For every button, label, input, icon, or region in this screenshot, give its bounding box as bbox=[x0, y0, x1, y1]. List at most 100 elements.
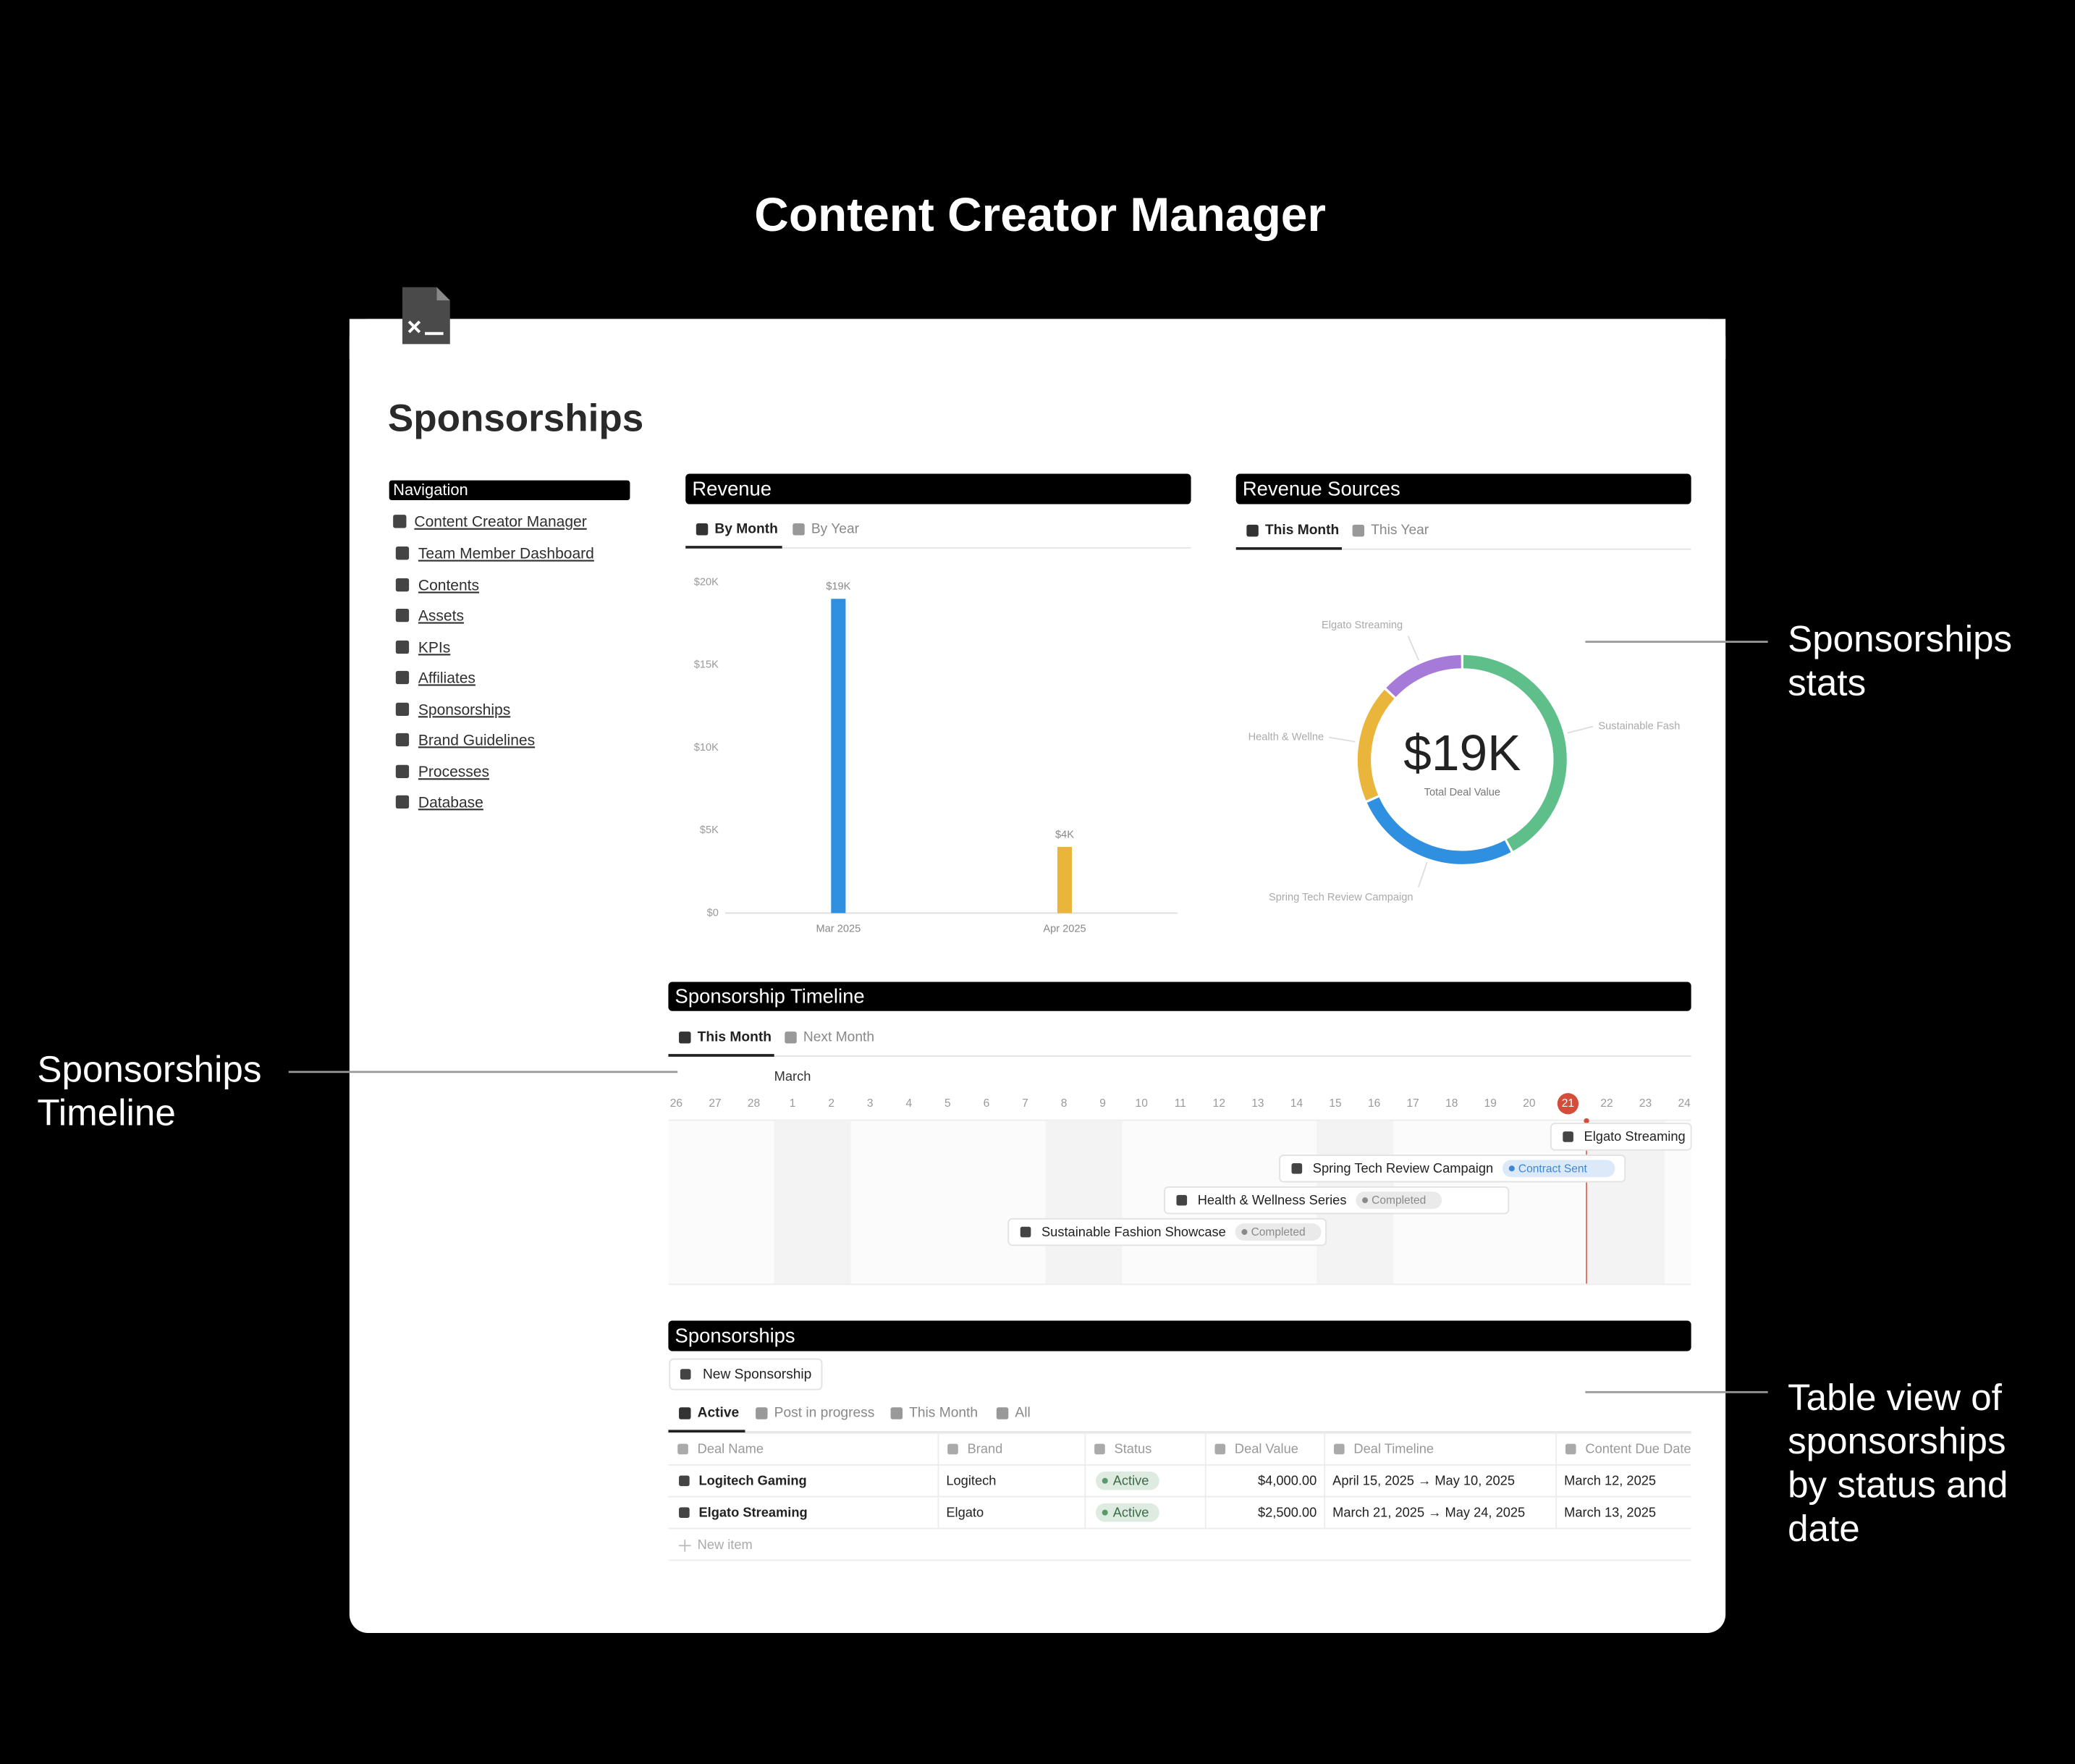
day-label: 11 bbox=[1175, 1097, 1186, 1110]
nav-item[interactable]: Team Member Dashboard bbox=[418, 546, 594, 562]
cell: $2,500.00 bbox=[1258, 1504, 1317, 1519]
column-header: Deal Timeline bbox=[1353, 1441, 1434, 1456]
icon bbox=[395, 608, 410, 623]
cell: March 12, 2025 bbox=[1564, 1473, 1656, 1488]
nav-item[interactable]: Processes bbox=[418, 764, 489, 780]
nav-item[interactable]: Assets bbox=[418, 607, 464, 624]
nav-item[interactable]: Sponsorships bbox=[418, 701, 510, 718]
center-label: Total Deal Value bbox=[1424, 787, 1500, 798]
icon bbox=[1214, 1443, 1226, 1455]
icon bbox=[996, 1407, 1009, 1419]
status-pill bbox=[1502, 1160, 1615, 1178]
cell[interactable]: Elgato Streaming bbox=[698, 1504, 807, 1519]
nav-item[interactable]: KPIs bbox=[418, 639, 450, 656]
cell[interactable]: Logitech Gaming bbox=[698, 1473, 806, 1488]
icon bbox=[1565, 1443, 1576, 1455]
nav-item[interactable]: Contents bbox=[418, 577, 479, 594]
status-dot bbox=[1362, 1197, 1369, 1204]
day-label: 19 bbox=[1484, 1097, 1497, 1110]
timeline-item[interactable] bbox=[1550, 1123, 1692, 1151]
day-label: 21 bbox=[1562, 1097, 1574, 1110]
tab[interactable]: Post in progress bbox=[774, 1406, 875, 1421]
x-tick-label: Apr 2025 bbox=[1043, 923, 1086, 934]
button-label[interactable]: New Sponsorship bbox=[703, 1367, 811, 1383]
timeline-item[interactable] bbox=[1164, 1186, 1510, 1215]
y-tick-label: $5K bbox=[700, 824, 719, 836]
nav-header bbox=[389, 480, 630, 501]
tab[interactable]: This Year bbox=[1371, 523, 1429, 538]
section-header bbox=[668, 982, 1691, 1011]
item-name[interactable]: Sustainable Fashion Showcase bbox=[1041, 1224, 1226, 1239]
icon bbox=[395, 670, 410, 685]
section-title: Sponsorships bbox=[675, 1325, 795, 1347]
value-label: $19K bbox=[826, 581, 850, 593]
tab[interactable]: By Month bbox=[714, 521, 777, 536]
timeline-item[interactable] bbox=[1007, 1218, 1327, 1246]
icon bbox=[395, 546, 410, 560]
tab[interactable]: This Month bbox=[1265, 523, 1339, 538]
cell: Elgato bbox=[946, 1504, 984, 1519]
day-label: 7 bbox=[1022, 1097, 1028, 1110]
cell: $4,000.00 bbox=[1258, 1473, 1317, 1488]
today-dot bbox=[1584, 1118, 1589, 1124]
timeline-item[interactable] bbox=[1279, 1155, 1626, 1183]
section-header bbox=[685, 473, 1191, 505]
weekend-column bbox=[1045, 1121, 1123, 1284]
tab[interactable]: Active bbox=[698, 1406, 740, 1421]
day-label: 14 bbox=[1290, 1097, 1303, 1110]
day-label: 20 bbox=[1523, 1097, 1536, 1110]
icon bbox=[679, 1507, 690, 1518]
icon bbox=[756, 1407, 768, 1419]
tab[interactable]: This Month bbox=[698, 1029, 772, 1045]
tab[interactable]: This Month bbox=[909, 1406, 978, 1421]
day-label: 17 bbox=[1407, 1097, 1419, 1110]
item-name[interactable]: Elgato Streaming bbox=[1584, 1128, 1686, 1144]
y-tick-label: $10K bbox=[694, 742, 719, 754]
leader-line bbox=[1407, 636, 1419, 661]
icon bbox=[785, 1031, 797, 1044]
cell: March 13, 2025 bbox=[1564, 1504, 1656, 1519]
icon bbox=[679, 1031, 691, 1044]
new-button[interactable] bbox=[669, 1358, 823, 1390]
donut-segment bbox=[1366, 797, 1511, 864]
day-label: 28 bbox=[748, 1097, 760, 1110]
day-label: 5 bbox=[944, 1097, 951, 1110]
tab[interactable]: By Year bbox=[811, 521, 860, 536]
day-label: 6 bbox=[984, 1097, 990, 1110]
leader-line bbox=[1329, 736, 1356, 743]
tab[interactable]: All bbox=[1015, 1406, 1030, 1421]
slice-label: Sustainable Fash bbox=[1598, 720, 1680, 732]
annotation: by status and bbox=[1788, 1464, 2008, 1505]
section-title: Revenue Sources bbox=[1243, 478, 1400, 500]
new-item[interactable]: New item bbox=[698, 1537, 753, 1552]
tab[interactable]: Next Month bbox=[803, 1029, 874, 1045]
icon bbox=[1176, 1194, 1188, 1206]
column-header: Brand bbox=[968, 1441, 1003, 1456]
day-label: 9 bbox=[1099, 1097, 1106, 1110]
status-pill bbox=[1356, 1191, 1442, 1210]
icon bbox=[1020, 1226, 1031, 1238]
nav-item[interactable]: Content Creator Manager bbox=[414, 514, 586, 531]
annotation: Timeline bbox=[37, 1092, 175, 1134]
plus-icon bbox=[679, 1540, 691, 1552]
day-label: 2 bbox=[828, 1097, 834, 1110]
day-label: 26 bbox=[670, 1097, 682, 1110]
nav-item[interactable]: Brand Guidelines bbox=[418, 732, 535, 748]
item-name[interactable]: Spring Tech Review Campaign bbox=[1313, 1160, 1493, 1176]
icon bbox=[395, 702, 410, 717]
day-label: 12 bbox=[1213, 1097, 1225, 1110]
page-icon bbox=[402, 287, 450, 345]
item-name[interactable]: Health & Wellness Series bbox=[1198, 1192, 1347, 1207]
nav-item[interactable]: Database bbox=[418, 794, 483, 811]
status-label: Completed bbox=[1372, 1194, 1426, 1207]
icon bbox=[395, 733, 410, 747]
day-label: 16 bbox=[1368, 1097, 1380, 1110]
nav-title: Navigation bbox=[393, 481, 468, 499]
slice-label: Spring Tech Review Campaign bbox=[1269, 892, 1413, 903]
icon bbox=[696, 523, 709, 536]
status-dot bbox=[1102, 1477, 1108, 1484]
day-label: 3 bbox=[867, 1097, 874, 1110]
nav-item[interactable]: Affiliates bbox=[418, 670, 476, 686]
slice-label: Elgato Streaming bbox=[1322, 620, 1403, 631]
